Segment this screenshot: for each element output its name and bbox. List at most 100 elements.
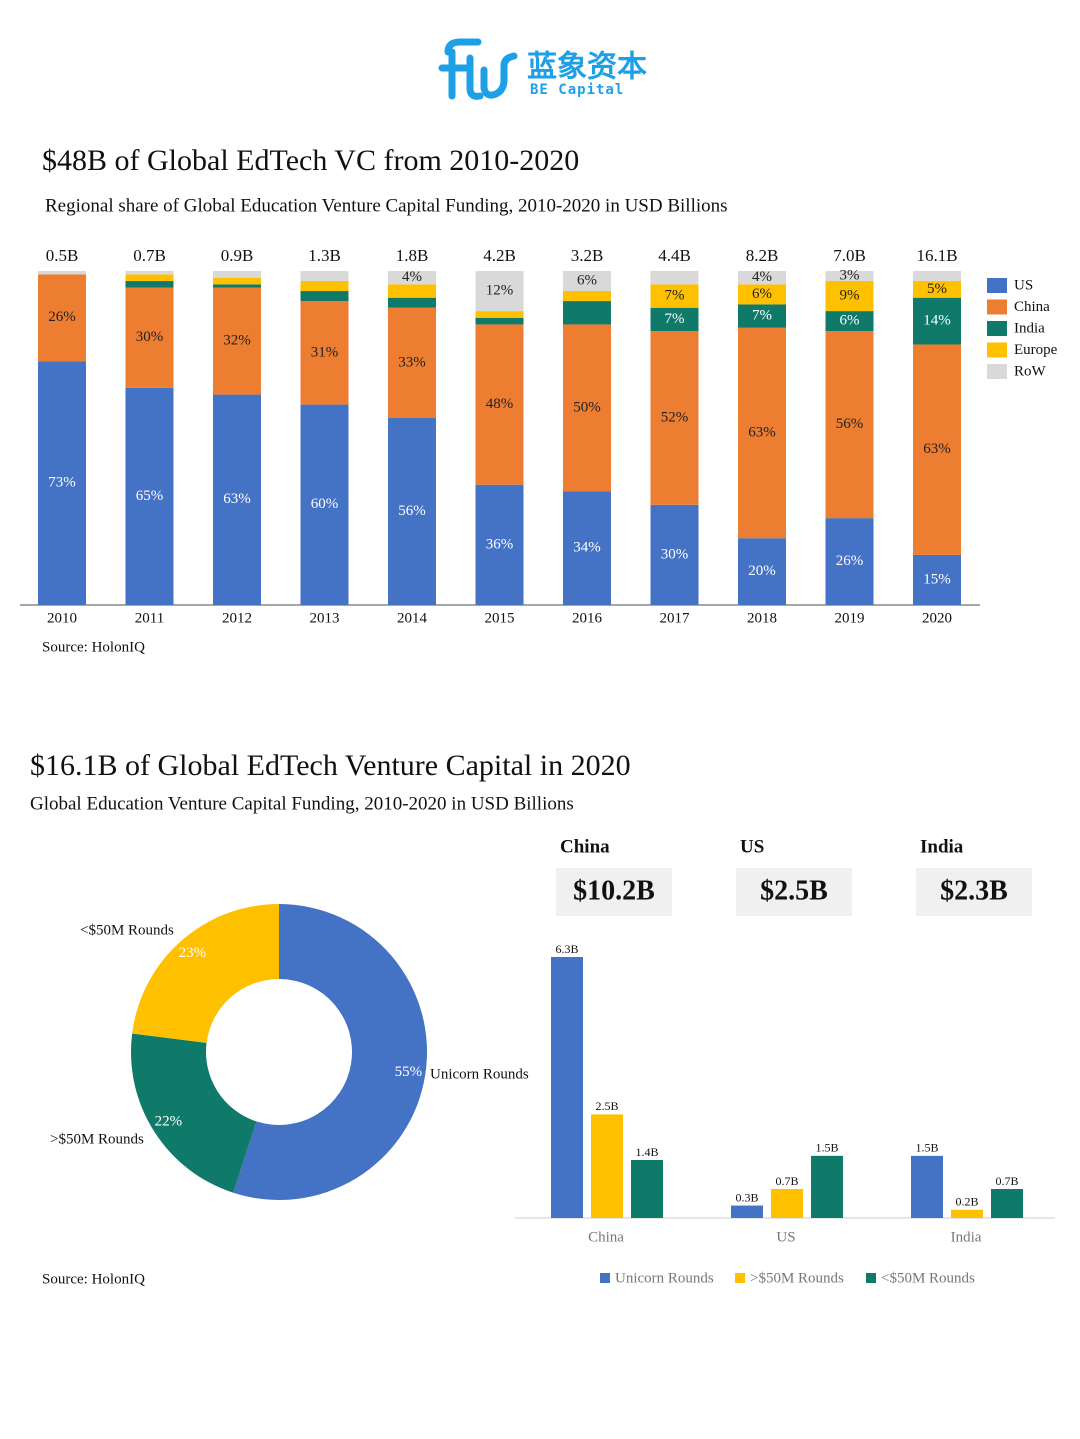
bar-segment [125,281,174,288]
value-label: 12% [486,282,514,298]
x-tick-label: 2015 [485,610,515,626]
bar-segment [213,271,261,278]
value-label: 5% [927,281,947,297]
value-label: 26% [836,553,864,569]
value-label: 1.5B [915,1141,938,1155]
logo-name: 蓝象资本 [527,50,647,85]
value-label: 63% [748,424,776,440]
legend-label: >$50M Rounds [750,1270,844,1286]
x-tick-label: 2019 [835,610,865,626]
value-label: 0.7B [775,1174,798,1188]
legend-swatch [866,1273,876,1283]
value-label: 33% [398,354,426,370]
source-note: Source: HolonIQ [42,639,145,655]
total-label: 0.9B [221,246,254,265]
bar [591,1114,623,1218]
bar-segment [475,484,524,605]
value-label: 2.5B [595,1099,618,1113]
bar-segment [475,311,524,318]
value-label: 48% [486,396,514,412]
value-label: 56% [836,416,864,432]
bar-segment [650,504,699,605]
value-label: 20% [748,563,776,579]
legend-swatch [987,299,1007,315]
bar-segment [388,271,436,285]
legend-label: US [1014,277,1033,293]
bar-segment [913,297,961,345]
bar-segment [38,271,86,275]
value-label: 52% [661,409,689,425]
legend-label: RoW [1014,363,1047,379]
bar-segment [475,324,524,485]
total-label: 1.8B [396,246,429,265]
slice-label: >$50M Rounds [50,1131,144,1147]
bar-segment [125,387,174,605]
legend-swatch [987,342,1007,358]
bar [811,1155,843,1218]
bar-segment [300,271,349,282]
value-label: 9% [840,287,860,303]
headline-box [736,868,852,916]
x-tick-label: 2016 [572,610,603,626]
value-label: 63% [223,491,251,507]
bar-segment [125,274,174,282]
bar-segment [738,271,786,285]
bar-segment [38,361,86,605]
total-label: 4.2B [483,246,516,265]
value-label: 14% [923,313,951,329]
bar-segment [300,404,349,605]
value-label: 32% [223,333,251,349]
value-label: 4% [752,269,772,285]
value-label: 50% [573,399,601,415]
headline-value: $2.3B [940,875,1008,906]
legend-label: Europe [1014,342,1058,358]
value-label: 15% [923,571,951,587]
x-tick-label: 2017 [660,610,691,626]
bar-segment [738,304,786,328]
headline-box [916,868,1032,916]
bar-segment [213,277,261,285]
chart-subtitle: Regional share of Global Education Ventu… [45,195,728,216]
logo-icon [438,38,518,100]
value-label: 7% [752,308,772,324]
bar-segment [300,291,349,302]
bar-segment [300,301,349,405]
value-label: 26% [48,309,76,325]
bar-segment [825,311,874,332]
bar-segment [475,271,524,312]
value-label: 22% [155,1114,183,1130]
legend-swatch [735,1273,745,1283]
slice-label: Unicorn Rounds [430,1066,529,1082]
source-note: Source: HolonIQ [42,1271,145,1287]
bar-segment [738,327,786,539]
value-label: 7% [665,287,685,303]
x-tick-label: 2018 [747,610,777,626]
total-label: 4.4B [658,246,691,265]
headline-name: India [920,836,964,857]
bar-segment [650,307,699,332]
bar [771,1189,803,1218]
x-tick-label: 2014 [397,610,428,626]
bar-segment [388,307,436,418]
bar-segment [825,518,874,605]
bar-segment [563,324,611,492]
value-label: 1.5B [815,1141,838,1155]
headline-value: $2.5B [760,875,828,906]
donut-slice [131,1033,257,1193]
bar-segment [125,287,174,388]
x-tick-label: 2013 [310,610,340,626]
value-label: 0.7B [995,1174,1018,1188]
value-label: 36% [486,536,514,552]
legend-swatch [987,364,1007,379]
headline-name: China [560,836,610,857]
value-label: 30% [136,329,164,345]
x-tick-label: India [951,1229,982,1245]
value-label: 0.2B [955,1194,978,1208]
donut-slice [233,904,427,1200]
bar-segment [913,281,961,298]
value-label: 6.3B [555,942,578,956]
bar [951,1209,983,1218]
slice-label: <$50M Rounds [80,922,174,938]
value-label: 34% [573,540,601,556]
